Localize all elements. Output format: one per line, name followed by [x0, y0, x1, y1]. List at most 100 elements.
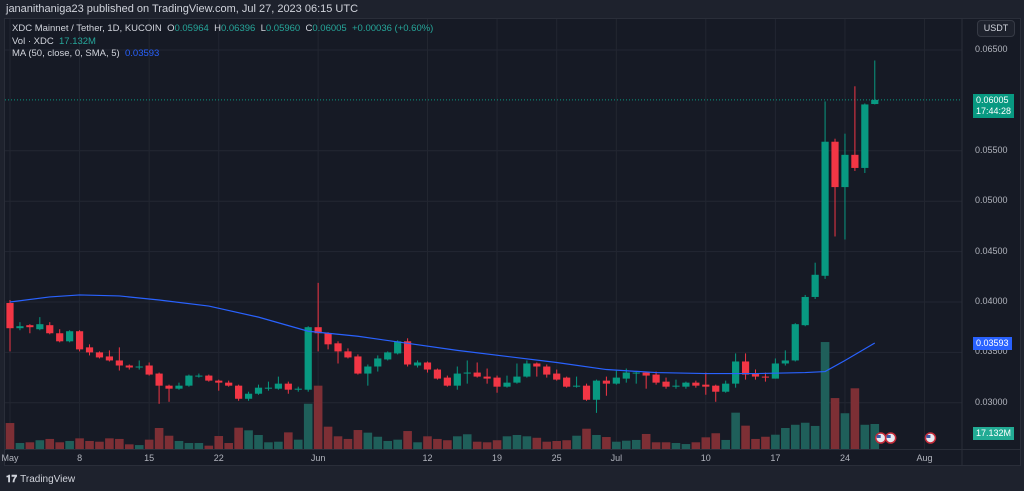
volume-row[interactable]: Vol · XDC 17.132M	[12, 36, 433, 49]
candle-down	[423, 362, 432, 370]
volume-bar	[264, 442, 273, 449]
candle-up	[413, 362, 422, 366]
candle-down	[46, 325, 54, 334]
candle-up	[304, 327, 312, 390]
volume-bar	[681, 444, 691, 449]
candle-up	[861, 104, 869, 168]
candle-down	[404, 341, 412, 365]
candle-up	[254, 387, 263, 394]
ma-row[interactable]: MA (50, close, 0, SMA, 5) 0.03593	[12, 48, 433, 61]
candle-up	[801, 296, 809, 326]
volume-bar	[154, 427, 164, 449]
candle-up	[722, 383, 730, 392]
candle-up	[821, 141, 829, 276]
volume-bar	[244, 430, 253, 449]
volume-bar	[124, 444, 134, 449]
volume-bar	[790, 424, 800, 449]
candle-down	[712, 385, 720, 392]
candle-down	[105, 356, 113, 361]
candle-down	[652, 374, 660, 383]
volume-bar	[274, 441, 283, 449]
candle-up	[592, 380, 601, 400]
candle-down	[26, 325, 34, 328]
ma-value: 0.03593	[125, 48, 160, 59]
volume-bar	[810, 425, 820, 449]
volume-tag: 17.132M	[973, 427, 1015, 440]
candle-up	[374, 358, 382, 367]
candle-down	[692, 382, 700, 386]
price-tick-label: 0.03500	[975, 346, 1008, 357]
volume-bar	[214, 436, 224, 449]
volume-bar	[65, 440, 74, 449]
candle-up	[871, 99, 879, 105]
candle-down	[235, 385, 243, 399]
time-tick-label: 22	[213, 453, 224, 463]
volume-bar	[403, 431, 412, 449]
candle-down	[751, 373, 760, 377]
volume-bar	[542, 441, 552, 449]
candle-down	[115, 360, 123, 366]
volume-bar	[870, 424, 880, 449]
candle-up	[244, 393, 253, 399]
volume-bar	[174, 440, 184, 449]
volume-bar	[582, 428, 591, 449]
candle-down	[702, 384, 710, 387]
candle-down	[642, 372, 650, 376]
volume-bar	[373, 436, 383, 449]
candle-down	[483, 376, 491, 379]
volume-bar	[532, 437, 542, 449]
volume-bar	[602, 437, 611, 449]
tradingview-logo[interactable]: 𝟏𝟕 TradingView	[6, 474, 75, 485]
price-tick-label: 0.05000	[975, 195, 1008, 206]
tv-logo-icon: 𝟏𝟕	[6, 474, 18, 485]
volume-bar	[353, 430, 363, 449]
volume-bar	[741, 425, 750, 449]
candle-up	[394, 341, 402, 354]
time-tick-label: Jun	[310, 453, 326, 463]
candle-up	[811, 274, 819, 297]
candle-up	[195, 375, 203, 377]
volume-bar	[562, 440, 571, 449]
candle-up	[612, 377, 620, 384]
volume-bar	[204, 445, 214, 449]
volume-bar	[761, 436, 770, 449]
volume-bar	[293, 439, 303, 449]
volume-bar	[333, 436, 343, 449]
candle-down	[344, 351, 352, 358]
volume-bar	[512, 434, 522, 449]
volume-bar	[313, 385, 323, 449]
volume-bar	[612, 441, 621, 449]
candle-up	[513, 376, 521, 383]
volume-bar	[5, 423, 15, 449]
volume-bar	[443, 440, 452, 449]
volume-bar	[572, 435, 581, 449]
price-tick-label: 0.06500	[975, 44, 1008, 54]
volume-bar	[25, 442, 35, 449]
volume-bar	[144, 439, 154, 449]
last-price: 0.06005	[976, 95, 1009, 105]
candle-down	[155, 373, 163, 386]
candle-down	[662, 381, 670, 387]
candle-down	[205, 375, 213, 381]
volume-bar	[35, 440, 45, 449]
volume-bar	[711, 433, 721, 449]
candle-down	[443, 377, 451, 386]
time-tick-label: 25	[551, 453, 562, 463]
price-tick-label: 0.04000	[975, 296, 1008, 306]
candle-up	[384, 352, 392, 360]
candle-down	[533, 363, 541, 367]
time-tick-label: 12	[422, 453, 433, 463]
candle-up	[463, 372, 471, 374]
candle-down	[225, 382, 233, 386]
volume-bar	[343, 438, 353, 449]
volume-bar	[781, 427, 790, 449]
open-value: 0.05964	[174, 23, 209, 34]
low-label: L	[260, 23, 266, 34]
currency-button[interactable]: USDT	[977, 20, 1015, 37]
volume-bar	[323, 426, 333, 449]
symbol-row[interactable]: XDC Mainnet / Tether, 1D, KUCOIN O0.0596…	[12, 23, 433, 36]
volume-bar	[453, 436, 462, 449]
volume-bar	[671, 443, 681, 449]
candle-down	[354, 356, 362, 374]
